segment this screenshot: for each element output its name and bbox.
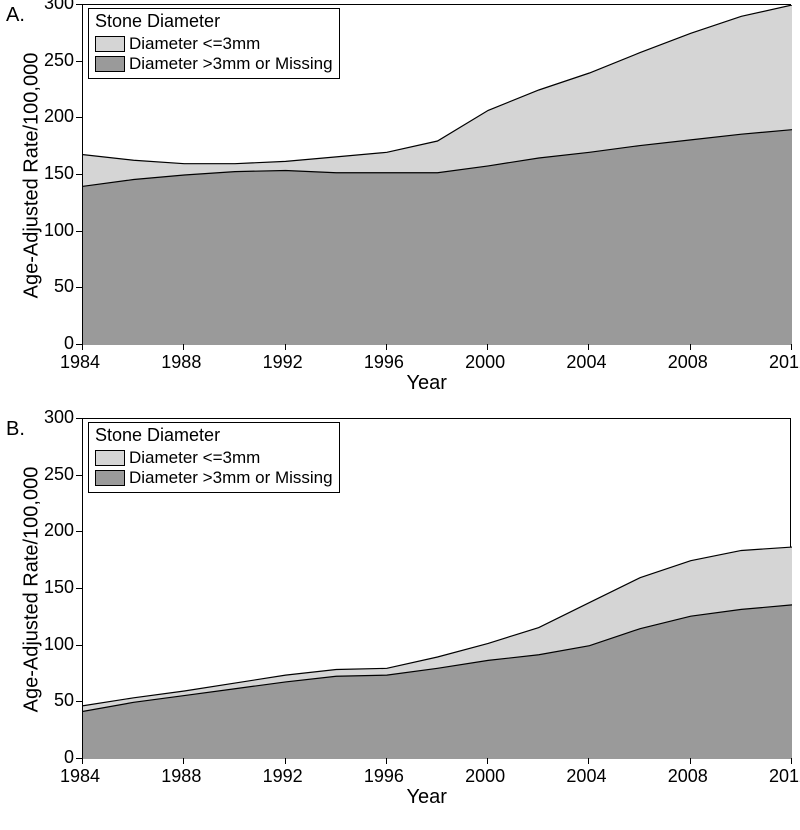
legend-swatch — [95, 470, 125, 486]
y-tick — [76, 61, 82, 62]
x-tick — [791, 758, 792, 764]
y-tick — [76, 174, 82, 175]
x-tick — [82, 344, 83, 350]
x-tick — [487, 758, 488, 764]
x-tick-label: 2000 — [465, 766, 505, 787]
y-tick-label: 200 — [44, 520, 74, 541]
x-axis-label: Year — [407, 372, 447, 395]
y-tick — [76, 531, 82, 532]
x-tick-label: 1988 — [161, 352, 201, 373]
x-tick — [588, 344, 589, 350]
y-tick — [76, 117, 82, 118]
legend-item: Diameter <=3mm — [95, 448, 333, 468]
y-tick-label: 250 — [44, 464, 74, 485]
x-tick-label: 2012 — [769, 766, 800, 787]
y-tick — [76, 287, 82, 288]
x-tick — [386, 758, 387, 764]
legend-item-label: Diameter <=3mm — [129, 448, 260, 468]
legend-title: Stone Diameter — [95, 11, 333, 32]
legend-item-label: Diameter >3mm or Missing — [129, 468, 333, 488]
y-tick — [76, 231, 82, 232]
x-tick-label: 1992 — [263, 766, 303, 787]
y-tick — [76, 588, 82, 589]
x-tick-label: 2008 — [668, 352, 708, 373]
legend-title: Stone Diameter — [95, 425, 333, 446]
figure: A.05010015020025030019841988199219962000… — [0, 0, 800, 830]
y-tick-label: 200 — [44, 106, 74, 127]
y-axis-label: Age-Adjusted Rate/100,000 — [21, 450, 44, 730]
legend-swatch — [95, 450, 125, 466]
legend-item-label: Diameter >3mm or Missing — [129, 54, 333, 74]
x-axis-label: Year — [407, 786, 447, 809]
y-tick-label: 0 — [64, 333, 74, 354]
x-tick — [285, 758, 286, 764]
y-tick — [76, 418, 82, 419]
x-tick-label: 1996 — [364, 352, 404, 373]
legend-item: Diameter >3mm or Missing — [95, 54, 333, 74]
y-tick-label: 250 — [44, 50, 74, 71]
x-tick — [690, 344, 691, 350]
y-tick-label: 100 — [44, 634, 74, 655]
x-tick — [588, 758, 589, 764]
legend-swatch — [95, 36, 125, 52]
y-tick-label: 50 — [54, 690, 74, 711]
y-tick-label: 150 — [44, 577, 74, 598]
x-tick — [690, 758, 691, 764]
x-tick-label: 1984 — [60, 766, 100, 787]
x-tick — [183, 344, 184, 350]
x-tick — [285, 344, 286, 350]
legend-b: Stone DiameterDiameter <=3mmDiameter >3m… — [88, 422, 340, 493]
legend-item-label: Diameter <=3mm — [129, 34, 260, 54]
y-tick-label: 50 — [54, 276, 74, 297]
y-tick-label: 300 — [44, 407, 74, 428]
y-tick — [76, 4, 82, 5]
y-tick — [76, 475, 82, 476]
y-axis-label: Age-Adjusted Rate/100,000 — [21, 36, 44, 316]
x-tick — [386, 344, 387, 350]
y-tick — [76, 701, 82, 702]
x-tick-label: 1992 — [263, 352, 303, 373]
legend-swatch — [95, 56, 125, 72]
x-tick-label: 2012 — [769, 352, 800, 373]
y-tick-label: 0 — [64, 747, 74, 768]
panel-label-b: B. — [6, 418, 25, 441]
x-tick-label: 2004 — [566, 766, 606, 787]
x-tick-label: 2004 — [566, 352, 606, 373]
area-lower — [83, 605, 792, 759]
x-tick — [183, 758, 184, 764]
y-tick-label: 100 — [44, 220, 74, 241]
panel-label-a: A. — [6, 4, 25, 27]
legend-a: Stone DiameterDiameter <=3mmDiameter >3m… — [88, 8, 340, 79]
legend-item: Diameter >3mm or Missing — [95, 468, 333, 488]
legend-item: Diameter <=3mm — [95, 34, 333, 54]
x-tick-label: 2008 — [668, 766, 708, 787]
x-tick-label: 1984 — [60, 352, 100, 373]
y-tick — [76, 645, 82, 646]
x-tick — [791, 344, 792, 350]
y-tick-label: 300 — [44, 0, 74, 14]
y-tick-label: 150 — [44, 163, 74, 184]
x-tick — [82, 758, 83, 764]
x-tick-label: 1996 — [364, 766, 404, 787]
x-tick-label: 2000 — [465, 352, 505, 373]
x-tick-label: 1988 — [161, 766, 201, 787]
x-tick — [487, 344, 488, 350]
